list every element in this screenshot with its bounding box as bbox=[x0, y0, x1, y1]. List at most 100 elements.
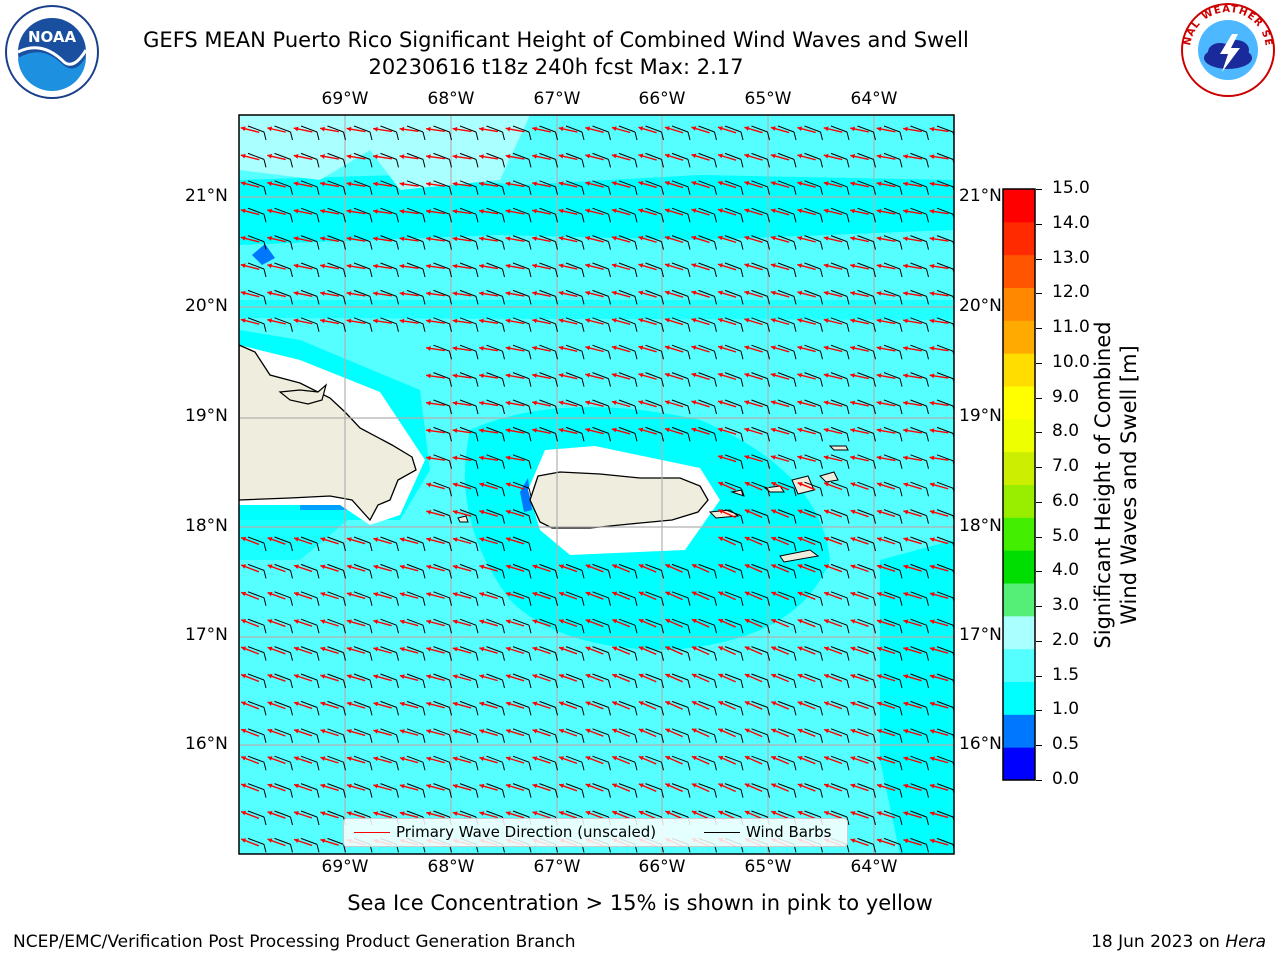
wind-barb bbox=[777, 700, 797, 716]
wind-barb bbox=[857, 618, 876, 634]
wind-barb bbox=[830, 152, 850, 168]
wind-barb bbox=[724, 372, 744, 387]
wave-arrow-head bbox=[426, 373, 431, 379]
wave-arrow-head bbox=[638, 290, 644, 296]
wave-arrow-head bbox=[559, 811, 564, 816]
wind-barb bbox=[247, 646, 267, 661]
wind-barb bbox=[645, 755, 664, 771]
wind-barb bbox=[883, 262, 903, 278]
wind-barb bbox=[565, 728, 585, 743]
colorbar-title-line1: Significant Height of Combined bbox=[1091, 321, 1115, 649]
wave-arrow-head bbox=[876, 756, 882, 761]
wind-barb bbox=[433, 618, 452, 634]
wind-barb bbox=[512, 700, 532, 716]
wave-arrow-head bbox=[241, 591, 247, 597]
wind-barb bbox=[830, 426, 850, 442]
wind-barb bbox=[353, 673, 373, 689]
wind-barb bbox=[486, 262, 505, 278]
wind-barb bbox=[486, 481, 505, 497]
wave-arrow-head bbox=[267, 290, 273, 296]
wave-arrow-head bbox=[320, 236, 325, 242]
wind-barb bbox=[698, 618, 717, 634]
wind-barb bbox=[645, 646, 664, 661]
wave-arrow-head bbox=[558, 290, 564, 296]
wind-barb bbox=[671, 344, 691, 360]
wave-arrow-head bbox=[293, 701, 299, 707]
wave-arrow-head bbox=[240, 181, 246, 186]
wave-arrow-head bbox=[532, 318, 537, 324]
wave-arrow-head bbox=[611, 208, 617, 214]
wave-arrow-head bbox=[638, 318, 644, 323]
colorbar-tick-label: 11.0 bbox=[1052, 317, 1090, 338]
wind-barb bbox=[353, 646, 373, 661]
wave-arrow-head bbox=[293, 236, 299, 241]
wave-arrow-head bbox=[346, 154, 352, 159]
wave-arrow-head bbox=[611, 400, 617, 405]
wave-arrow-head bbox=[612, 810, 618, 816]
wave-arrow-head bbox=[771, 810, 777, 816]
wind-barb bbox=[459, 372, 479, 387]
wind-barb bbox=[830, 783, 850, 798]
colorbar-tick-label: 9.0 bbox=[1052, 386, 1080, 407]
wave-arrow-head bbox=[426, 209, 431, 214]
wind-barb bbox=[883, 755, 903, 771]
wind-barb bbox=[618, 235, 638, 250]
colorbar-band bbox=[1003, 451, 1035, 485]
wave-arrow-head bbox=[850, 400, 855, 406]
wind-barb bbox=[380, 125, 399, 141]
wind-barb bbox=[512, 563, 532, 579]
wind-barb bbox=[433, 755, 452, 771]
wind-barb bbox=[459, 618, 479, 634]
wave-arrow-head bbox=[267, 537, 273, 542]
wind-barb bbox=[433, 646, 452, 661]
wave-arrow-head bbox=[903, 646, 909, 652]
wind-barb bbox=[671, 755, 691, 771]
wind-barb bbox=[777, 673, 797, 689]
wave-arrow-head bbox=[558, 263, 564, 269]
wind-barb bbox=[751, 399, 770, 415]
wind-barb bbox=[618, 207, 638, 223]
wind-barb bbox=[698, 755, 717, 771]
wave-arrow-head bbox=[929, 482, 935, 488]
wave-arrow-head bbox=[718, 755, 724, 761]
wind-barb bbox=[327, 755, 346, 771]
wave-arrow-head bbox=[320, 728, 326, 734]
colorbar-band bbox=[1003, 254, 1035, 288]
wind-barb bbox=[724, 755, 744, 771]
wave-arrow-head bbox=[903, 729, 909, 734]
wind-barb bbox=[751, 372, 770, 387]
wave-arrow-head bbox=[399, 674, 405, 679]
wind-barb bbox=[857, 207, 876, 223]
wind-barb bbox=[247, 673, 267, 689]
wind-barb bbox=[857, 454, 876, 469]
wind-barb bbox=[380, 207, 399, 223]
wind-barb bbox=[274, 536, 293, 552]
wave-arrow-head bbox=[479, 236, 484, 242]
wave-arrow-head bbox=[797, 345, 803, 351]
wind-barb bbox=[353, 125, 373, 141]
wave-arrow-head bbox=[452, 509, 458, 515]
wave-arrow-head bbox=[797, 591, 803, 597]
wind-barb bbox=[512, 180, 532, 195]
colorbar-title-line2: Wind Waves and Swell [m] bbox=[1117, 345, 1141, 625]
wind-barb bbox=[618, 344, 638, 360]
wind-barb bbox=[830, 728, 850, 743]
wave-arrow-head bbox=[744, 290, 750, 296]
wind-barb bbox=[724, 700, 744, 716]
wave-arrow-head bbox=[479, 646, 485, 652]
wind-barb bbox=[883, 344, 903, 360]
wave-arrow-head bbox=[373, 674, 379, 679]
wave-arrow-head bbox=[797, 400, 803, 406]
wind-barb bbox=[433, 783, 452, 798]
wave-arrow-head bbox=[903, 811, 909, 816]
wave-arrow-head bbox=[479, 455, 484, 461]
wind-barb bbox=[486, 152, 505, 168]
wave-arrow-head bbox=[691, 646, 697, 651]
wave-arrow-head bbox=[585, 153, 591, 159]
wind-barb bbox=[830, 180, 850, 195]
wave-arrow-head bbox=[452, 346, 458, 351]
wave-arrow-head bbox=[638, 591, 644, 596]
wave-arrow-head bbox=[559, 591, 564, 597]
wave-arrow-head bbox=[797, 783, 803, 788]
wave-arrow-head bbox=[241, 756, 247, 761]
